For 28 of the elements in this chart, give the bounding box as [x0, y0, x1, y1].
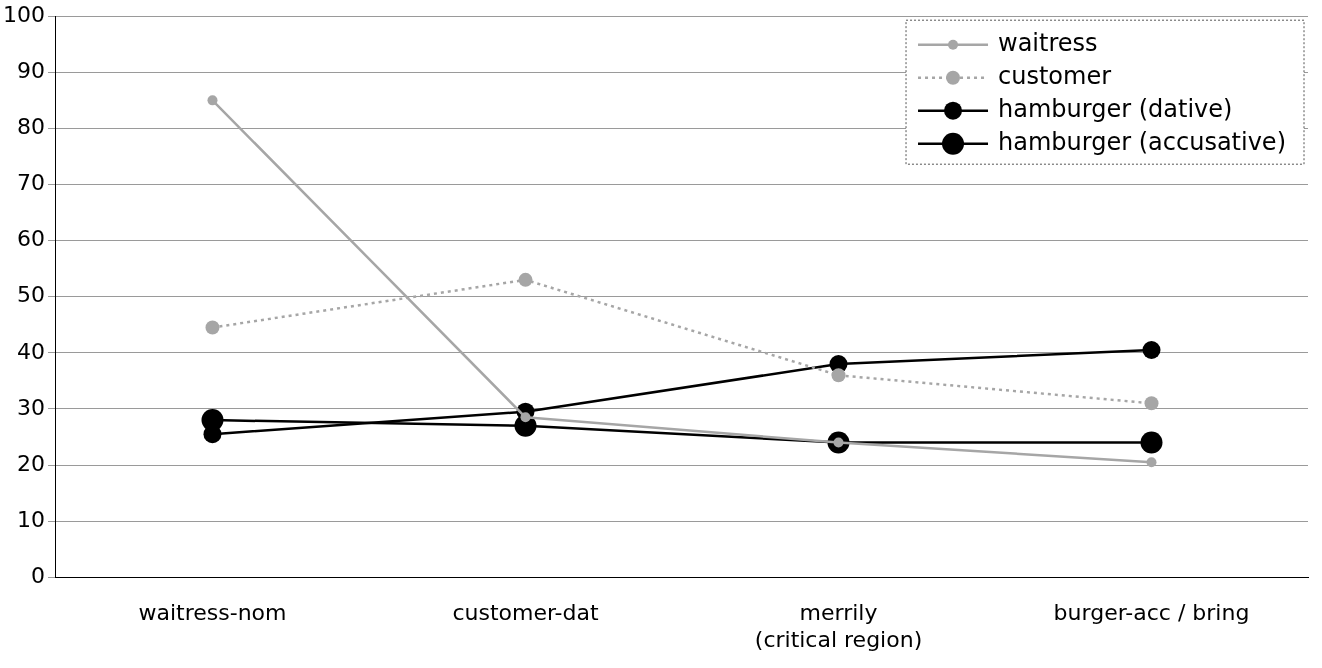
point [1146, 457, 1157, 468]
x-tick-label: customer-dat [452, 600, 599, 626]
y-tick-label: 60 [16, 226, 45, 252]
point [1142, 341, 1161, 359]
x-tick-label: merrily (critical region) [754, 600, 923, 652]
x-tick-label: burger-acc / bring [1053, 600, 1250, 626]
point [831, 368, 846, 383]
x-tick-label: waitress-nom [138, 600, 287, 626]
point [205, 320, 220, 335]
point [520, 412, 531, 423]
point [1140, 431, 1163, 454]
y-tick-label: 10 [16, 506, 45, 532]
legend-label: waitress [998, 28, 1098, 57]
point [518, 272, 533, 287]
y-tick-label: 90 [16, 58, 45, 84]
y-tick-label: 20 [16, 450, 45, 476]
y-tick-label: 80 [16, 114, 45, 140]
y-tick-label: 70 [16, 170, 45, 196]
y-tick-label: 0 [30, 562, 45, 588]
legend-label: customer [998, 61, 1112, 90]
point [1144, 396, 1159, 411]
y-tick-label: 30 [16, 394, 45, 420]
y-tick-label: 100 [2, 1, 45, 27]
y-tick-label: 40 [16, 338, 45, 364]
legend-label: hamburger (dative) [998, 94, 1233, 123]
y-tick-label: 50 [16, 282, 45, 308]
point [207, 95, 218, 106]
legend-label: hamburger (accusative) [998, 127, 1287, 156]
